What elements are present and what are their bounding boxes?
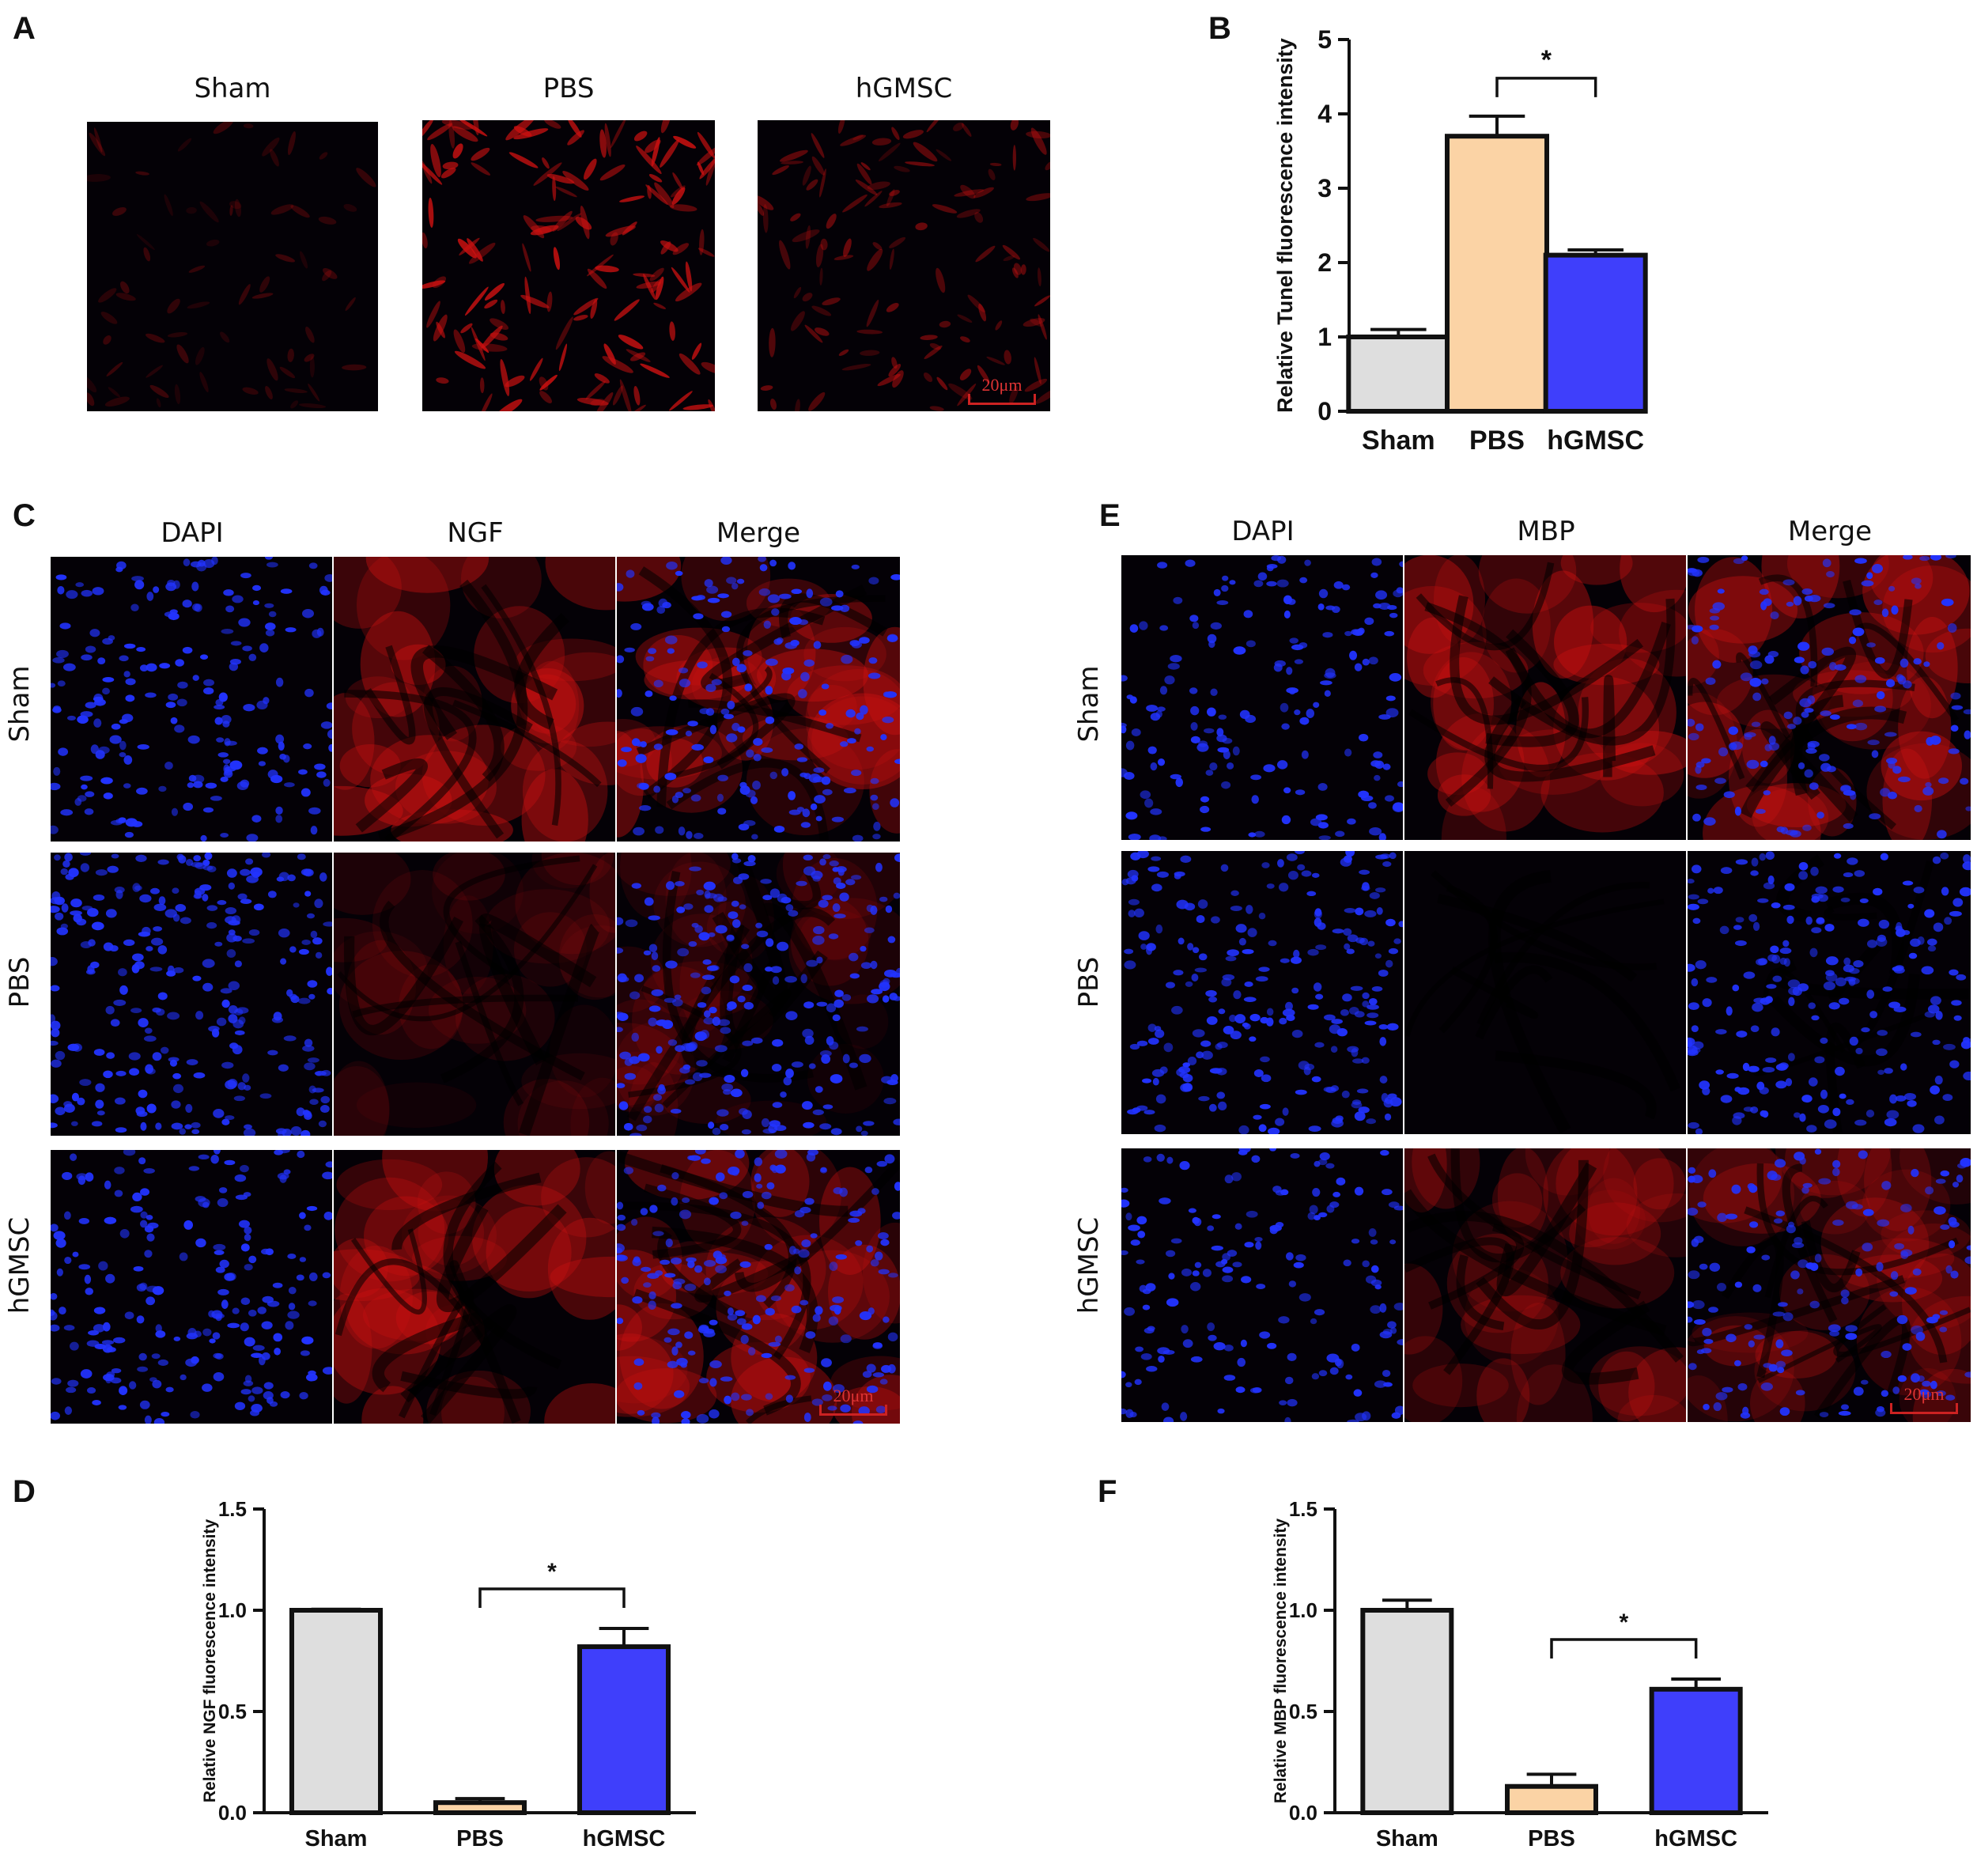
y-axis-label: Relative MBP fluorescence intensity: [1272, 1519, 1290, 1804]
bar-sham: [1346, 335, 1451, 414]
panel-letter-d: D: [13, 1474, 36, 1509]
y-tick-label: 0.5: [218, 1700, 247, 1723]
category-label: hGMSC: [1654, 1826, 1737, 1851]
ngf-stain-pbs: [334, 853, 615, 1136]
mbp-dapi-hgmsc: [1121, 1148, 1403, 1422]
y-tick-label: 1.0: [1289, 1598, 1317, 1622]
scale-bar-e-label: 20μm: [1903, 1384, 1945, 1404]
scale-bar-c: 20μm: [819, 1386, 887, 1416]
panel-c-col-dapi: DAPI: [161, 517, 224, 549]
panel-letter-f: F: [1098, 1474, 1117, 1509]
panel-a-label-hgmsc: hGMSC: [855, 73, 953, 104]
y-axis-label: Relative NGF fluorescence intensity: [201, 1519, 219, 1803]
ngf-stain-sham: [334, 557, 615, 842]
scale-bar-a: 20μm: [968, 375, 1036, 405]
ngf-merge-sham: [617, 557, 900, 842]
panel-letter-a: A: [13, 11, 36, 46]
mbp-stain-sham: [1404, 555, 1686, 840]
scale-bar-e: 20μm: [1890, 1384, 1958, 1414]
bar-sham: [289, 1608, 383, 1815]
category-label: hGMSC: [1547, 426, 1644, 456]
panel-c-row-sham: Sham: [4, 665, 36, 743]
bar-hgmsc: [1543, 252, 1648, 414]
mbp-dapi-sham: [1121, 555, 1403, 840]
panel-e-col-mbp: MBP: [1517, 516, 1575, 547]
tunel-image-pbs: [422, 120, 715, 411]
y-tick-label: 1: [1317, 323, 1332, 351]
panel-a-label-sham: Sham: [194, 73, 271, 104]
category-label: PBS: [456, 1826, 504, 1851]
y-axis-label: Relative Tunel fluorescence intensity: [1273, 38, 1297, 413]
panel-letter-b: B: [1208, 11, 1231, 46]
y-tick-label: 3: [1317, 174, 1332, 202]
panel-e-row-pbs: PBS: [1073, 956, 1105, 1008]
panel-e-row-hgmsc: hGMSC: [1073, 1216, 1105, 1314]
mbp-merge-sham: [1688, 555, 1971, 840]
scale-bar-c-label: 20μm: [833, 1386, 874, 1405]
panel-letter-e: E: [1099, 498, 1121, 533]
ngf-merge-hgmsc: [617, 1150, 900, 1424]
y-tick-label: 1.5: [1289, 1497, 1317, 1521]
ngf-stain-hgmsc: [334, 1150, 615, 1424]
scale-bar-a-label: 20μm: [981, 375, 1023, 395]
panel-a-label-pbs: PBS: [542, 73, 595, 104]
significance-bracket: [478, 1587, 626, 1609]
y-tick-label: 1.0: [218, 1598, 247, 1622]
ngf-dapi-pbs: [51, 853, 332, 1136]
category-label: PBS: [1469, 426, 1525, 456]
significance-star: *: [547, 1559, 557, 1585]
mbp-merge-pbs: [1688, 851, 1971, 1134]
chart-svg-b: 0 1 2 3 4 5 Relative Tunel fluorescence intens…: [1273, 25, 1648, 456]
significance-bracket: [1550, 1638, 1698, 1659]
category-label: PBS: [1528, 1826, 1575, 1851]
panel-e-row-sham: Sham: [1073, 665, 1105, 743]
mbp-stain-pbs: [1404, 851, 1686, 1134]
chart-b: 0 1 2 3 4 5 Relative Tunel fluorescence intens…: [1254, 16, 1669, 475]
mbp-dapi-pbs: [1121, 851, 1403, 1134]
chart-d: 0.0 0.5 1.0 1.5 Relative NGF fluorescence in…: [169, 1485, 720, 1876]
tunel-image-sham: [87, 122, 378, 411]
bar-sham: [1360, 1608, 1454, 1815]
bar-pbs: [1445, 134, 1549, 414]
y-tick-label: 0.0: [218, 1801, 247, 1825]
y-tick-label: 4: [1317, 100, 1332, 128]
category-label: Sham: [305, 1826, 368, 1851]
bar-hgmsc: [1649, 1686, 1743, 1815]
ngf-dapi-sham: [51, 557, 332, 842]
y-tick-label: 2: [1317, 248, 1332, 277]
panel-e-col-merge: Merge: [1787, 516, 1873, 547]
category-label: Sham: [1362, 426, 1435, 456]
significance-star: *: [1541, 45, 1552, 75]
ngf-dapi-hgmsc: [51, 1150, 332, 1424]
y-tick-label: 1.5: [218, 1497, 247, 1521]
significance-bracket: [1495, 77, 1597, 97]
panel-c-row-hgmsc: hGMSC: [4, 1216, 36, 1314]
category-label: Sham: [1376, 1826, 1438, 1851]
panel-c-col-merge: Merge: [716, 517, 801, 549]
ngf-merge-pbs: [617, 853, 900, 1136]
panel-c-row-pbs: PBS: [4, 956, 36, 1008]
panel-letter-c: C: [13, 498, 36, 533]
bar-hgmsc: [577, 1644, 671, 1815]
bar-pbs: [433, 1800, 527, 1816]
y-tick-label: 0.5: [1289, 1700, 1317, 1723]
y-tick-label: 0: [1317, 397, 1332, 426]
panel-c-col-ngf: NGF: [447, 517, 504, 549]
mbp-stain-hgmsc: [1404, 1148, 1686, 1422]
bar-pbs: [1505, 1783, 1598, 1815]
tunel-image-hgmsc: [758, 120, 1050, 411]
significance-star: *: [1619, 1609, 1628, 1636]
y-tick-label: 5: [1317, 25, 1332, 54]
category-label: hGMSC: [583, 1826, 666, 1851]
chart-f: 0.0 0.5 1.0 1.5 Relative MBP fluorescence in…: [1240, 1485, 1792, 1876]
mbp-merge-hgmsc: [1688, 1148, 1971, 1422]
y-tick-label: 0.0: [1289, 1801, 1317, 1825]
panel-e-col-dapi: DAPI: [1231, 516, 1295, 547]
